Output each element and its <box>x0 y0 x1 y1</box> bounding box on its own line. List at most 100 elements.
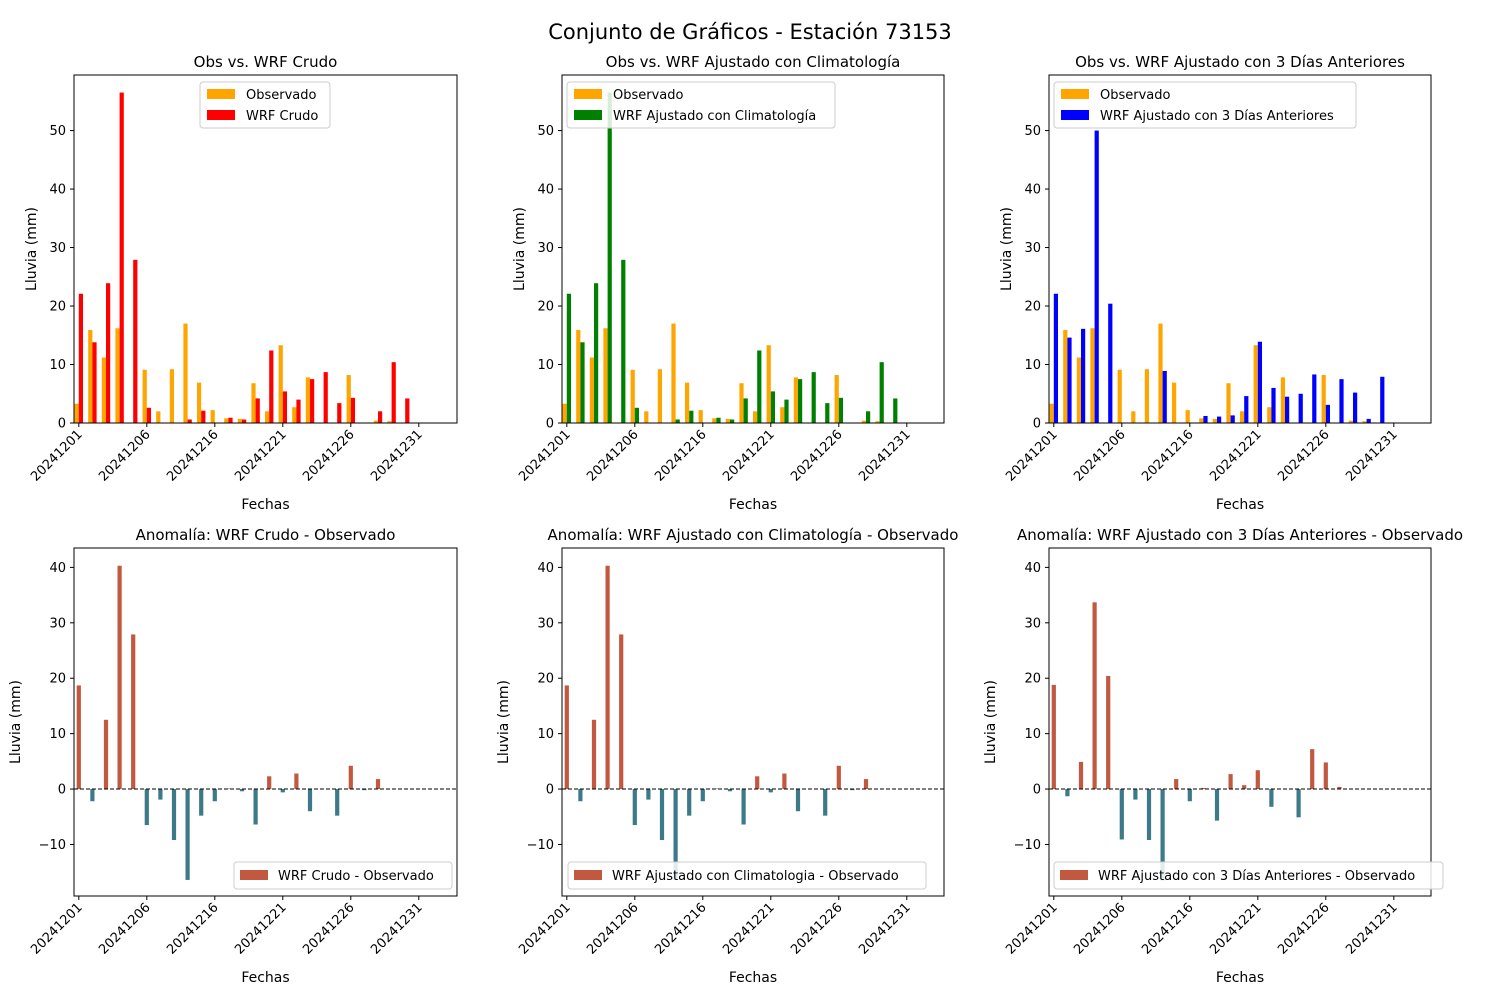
bar-anomalia <box>362 789 367 791</box>
y-tick-label: 0 <box>1033 417 1041 432</box>
legend: WRF Crudo - Observado <box>233 861 453 890</box>
x-axis-label: Fechas <box>1216 497 1264 513</box>
subplot-title: Obs vs. WRF Ajustado con Climatología <box>606 53 901 71</box>
bar-wrf <box>1244 396 1249 423</box>
bar-wrf <box>594 283 599 423</box>
axes-frame <box>561 547 945 897</box>
x-tick-label: 20241216 <box>1139 427 1196 484</box>
x-tick-label: 20241206 <box>584 427 641 484</box>
legend-label-anomalia: WRF Ajustado con Climatologia - Observad… <box>612 869 899 884</box>
subplot-title: Anomalía: WRF Ajustado con Climatología … <box>548 526 959 544</box>
bar-anomalia <box>619 634 624 790</box>
bar-anomalia <box>1337 786 1342 790</box>
bar-wrf <box>378 411 383 423</box>
bar-observado <box>278 345 283 423</box>
bar-anomalia <box>768 789 773 793</box>
y-tick-label: 50 <box>537 124 554 139</box>
bar-wrf <box>893 398 898 423</box>
bar-anomalia <box>755 776 760 790</box>
bar-anomalia <box>646 789 651 800</box>
bar-observado <box>1321 375 1326 423</box>
bar-observado <box>265 411 270 423</box>
bar-observado <box>1362 421 1367 423</box>
y-tick-label: 20 <box>537 300 554 315</box>
bar-anomalia <box>714 788 719 790</box>
y-tick-label: 0 <box>58 783 66 798</box>
x-tick-label: 20241206 <box>96 900 153 957</box>
y-tick-label: 30 <box>537 616 554 631</box>
y-tick-label: 50 <box>1024 124 1041 139</box>
bar-wrf <box>784 399 789 423</box>
bar-wrf <box>1298 393 1303 423</box>
bar-observado <box>780 407 785 423</box>
bar-anomalia <box>171 789 177 841</box>
x-tick-label: 20241216 <box>652 900 709 957</box>
bar-observado <box>834 375 839 423</box>
y-tick-label: 40 <box>537 183 554 198</box>
bar-observado <box>74 403 79 423</box>
bar-wrf <box>1203 415 1208 423</box>
bar-observado <box>1144 369 1149 423</box>
bar-wrf <box>337 403 342 423</box>
bar-observado <box>685 382 690 423</box>
bar-wrf <box>391 362 396 423</box>
subplot-title: Anomalía: WRF Crudo - Observado <box>136 526 396 544</box>
legend-frame <box>233 861 453 890</box>
bar-observado <box>739 383 744 423</box>
bar-wrf <box>405 398 410 423</box>
bar-wrf <box>879 362 884 423</box>
x-tick-label: 20241201 <box>1003 427 1060 484</box>
x-tick-label: 20241216 <box>652 427 709 484</box>
bar-observado <box>1076 357 1081 423</box>
bar-observado <box>1226 383 1231 423</box>
bar-observado <box>1049 403 1054 423</box>
bar-anomalia <box>253 789 258 825</box>
bar-anomalia <box>375 779 381 790</box>
bar-anomalia <box>103 719 109 790</box>
bar-wrf <box>675 419 680 423</box>
bar-anomalia <box>1323 762 1328 790</box>
bar-wrf <box>866 411 871 423</box>
bar-observado <box>875 421 880 423</box>
y-tick-label: 30 <box>537 241 554 256</box>
bar-wrf <box>757 350 762 423</box>
legend-label-wrf: WRF Ajustado con Climatología <box>613 109 816 124</box>
bar-observado <box>1212 418 1217 423</box>
bar-anomalia <box>850 789 855 791</box>
bar-wrf <box>146 407 151 423</box>
bar-anomalia <box>90 789 95 802</box>
bar-anomalia <box>280 789 285 793</box>
bar-wrf <box>119 92 124 424</box>
bar-observado <box>671 323 676 423</box>
bar-anomalia <box>659 789 665 841</box>
subplot-title: Obs vs. WRF Crudo <box>194 53 338 71</box>
bar-anomalia <box>1214 789 1220 821</box>
bar-observado <box>210 410 215 423</box>
x-axis-label: Fechas <box>241 970 289 986</box>
bar-anomalia <box>727 789 733 792</box>
legend-label-observado: Observado <box>1100 88 1171 103</box>
subplot-title: Anomalía: WRF Ajustado con 3 Días Anteri… <box>1017 526 1463 544</box>
bar-observado <box>1348 420 1353 423</box>
bar-observado <box>1063 330 1068 423</box>
bar-wrf <box>621 259 626 423</box>
bar-anomalia <box>1310 749 1315 790</box>
bar-anomalia <box>1065 789 1070 797</box>
x-tick-label: 20241221 <box>232 900 289 957</box>
bar-wrf <box>323 372 328 423</box>
bar-wrf <box>1108 303 1113 423</box>
bar-wrf <box>825 403 830 423</box>
bar-anomalia <box>632 789 637 826</box>
bar-wrf <box>730 419 735 423</box>
bar-anomalia <box>131 634 136 790</box>
bar-wrf <box>743 398 748 423</box>
y-tick-label: 20 <box>1024 672 1041 687</box>
x-tick-label: 20241221 <box>720 427 777 484</box>
bar-observado <box>657 369 662 423</box>
legend-swatch-observado <box>574 89 602 99</box>
bar-wrf <box>92 342 97 423</box>
x-tick-label: 20241206 <box>1071 427 1128 484</box>
x-tick-label: 20241206 <box>96 427 153 484</box>
bar-wrf <box>350 397 355 423</box>
